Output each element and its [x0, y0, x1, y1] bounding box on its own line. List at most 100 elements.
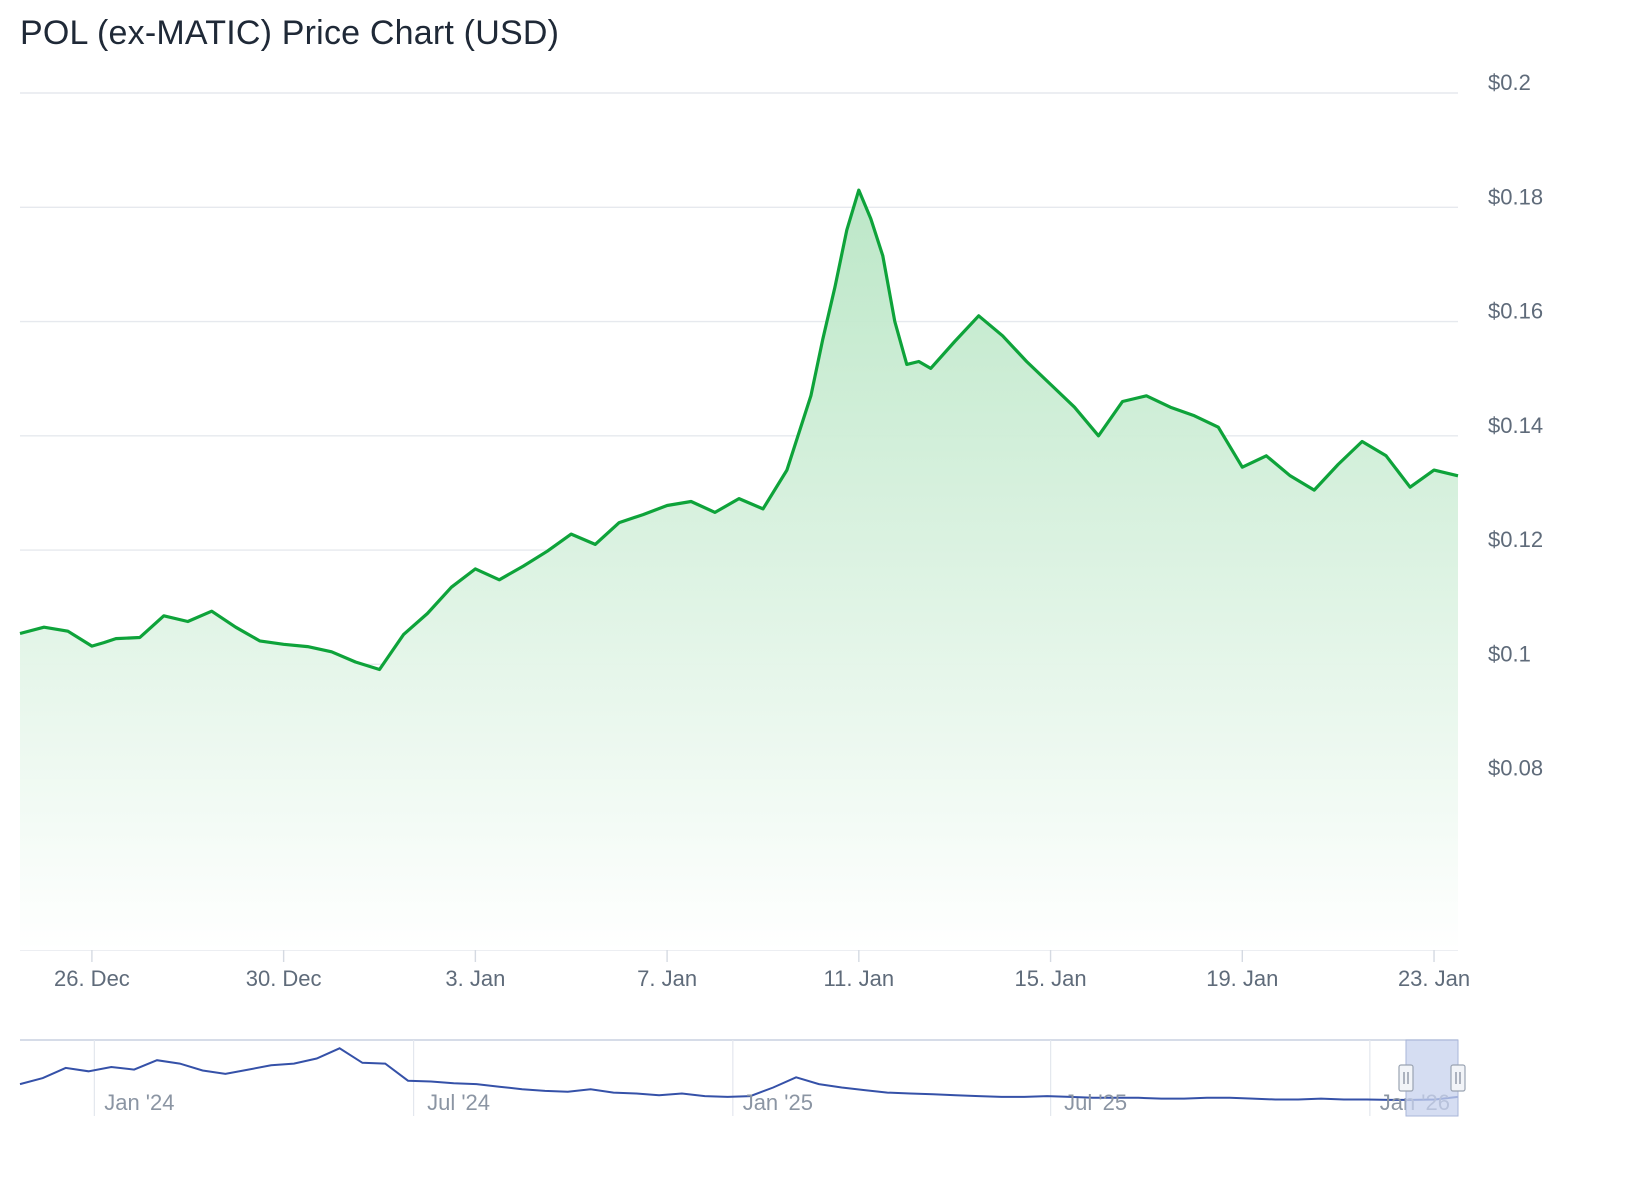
handle-grip[interactable]: [1450, 1064, 1466, 1092]
price-point: [857, 188, 861, 192]
x-tick-label: 11. Jan: [824, 966, 895, 991]
price-point: [1192, 414, 1196, 418]
navigator-tick-label: Jul '24: [427, 1090, 490, 1115]
price-point: [66, 629, 70, 633]
price-point: [186, 619, 190, 623]
price-point: [234, 625, 238, 629]
x-tick-label: 3. Jan: [445, 966, 505, 991]
price-point: [665, 504, 669, 508]
price-point: [1336, 462, 1340, 466]
navigator-tick-label: Jan '24: [104, 1090, 174, 1115]
price-line[interactable]: [19, 188, 1459, 672]
price-point: [881, 254, 885, 258]
handle-grip[interactable]: [1398, 1064, 1414, 1092]
y-tick-label: $0.14: [1488, 413, 1543, 438]
price-point: [378, 667, 382, 671]
price-point: [1168, 405, 1172, 409]
navigator-series-line: [19, 1047, 1459, 1101]
price-point: [1001, 334, 1005, 338]
main-price-chart: $0.08 $0.1 $0.12 $0.14 $0.16 $0.18 $0.2 26. De…: [18, 70, 1543, 991]
price-point: [569, 532, 573, 536]
navigator-right-handle[interactable]: [1450, 1064, 1466, 1092]
navigator-left-handle[interactable]: [1398, 1064, 1414, 1092]
price-point: [102, 641, 106, 645]
price-point: [330, 650, 334, 654]
price-point: [210, 609, 214, 613]
price-point: [1120, 400, 1124, 404]
x-tick-label: 19. Jan: [1206, 966, 1278, 991]
price-point: [1097, 434, 1101, 438]
x-tick-label: 30. Dec: [246, 966, 322, 991]
x-axis-ticks: 26. Dec 30. Dec 3. Jan 7. Jan 11. Jan 15. Jan…: [54, 950, 1470, 991]
price-point: [905, 362, 909, 366]
x-tick-label: 15. Jan: [1014, 966, 1086, 991]
price-point: [809, 394, 813, 398]
y-tick-label: $0.2: [1488, 70, 1531, 95]
y-tick-label: $0.18: [1488, 184, 1543, 209]
price-point: [785, 468, 789, 472]
price-point: [1240, 465, 1244, 469]
price-point: [689, 500, 693, 504]
price-point: [162, 614, 166, 618]
price-point: [545, 549, 549, 553]
price-point: [1216, 425, 1220, 429]
price-point: [1288, 474, 1292, 478]
price-area-fill: [20, 190, 1458, 951]
navigator-grid: [93, 1040, 1371, 1116]
price-point: [138, 635, 142, 639]
price-point: [845, 228, 849, 232]
price-point: [1264, 454, 1268, 458]
navigator-tick-label: Jan '25: [743, 1090, 813, 1115]
price-point: [354, 660, 358, 664]
price-point: [869, 217, 873, 221]
price-point: [401, 633, 405, 637]
price-point: [713, 510, 717, 514]
x-tick-label: 7. Jan: [637, 966, 697, 991]
price-point: [1384, 454, 1388, 458]
price-point: [306, 645, 310, 649]
y-tick-label: $0.16: [1488, 299, 1543, 324]
price-point: [425, 611, 429, 615]
x-tick-label: 26. Dec: [54, 966, 130, 991]
price-point: [114, 637, 118, 641]
price-point: [917, 360, 921, 364]
y-tick-label: $0.08: [1488, 756, 1543, 781]
price-point: [473, 567, 477, 571]
price-point: [1049, 382, 1053, 386]
price-point: [953, 340, 957, 344]
y-tick-label: $0.1: [1488, 641, 1531, 666]
navigator-axis-labels: Jan '24 Jul '24 Jan '25 Jul '25 Jan '26: [104, 1090, 1450, 1115]
price-point: [593, 542, 597, 546]
price-point: [737, 497, 741, 501]
price-point: [893, 320, 897, 324]
price-point: [1025, 360, 1029, 364]
x-tick-label: 23. Jan: [1398, 966, 1470, 991]
price-point: [1312, 488, 1316, 492]
price-point: [1360, 440, 1364, 444]
price-point: [449, 585, 453, 589]
price-point: [1073, 405, 1077, 409]
navigator-selected-range[interactable]: [1405, 1039, 1459, 1117]
y-tick-label: $0.12: [1488, 527, 1543, 552]
price-point: [521, 564, 525, 568]
price-point: [1456, 474, 1460, 478]
price-point: [833, 285, 837, 289]
price-point: [42, 625, 46, 629]
price-point: [497, 578, 501, 582]
price-point: [90, 644, 94, 648]
price-point: [641, 513, 645, 517]
price-point: [761, 507, 765, 511]
price-point: [1144, 394, 1148, 398]
price-point: [18, 631, 22, 635]
price-point: [282, 642, 286, 646]
price-point: [929, 366, 933, 370]
price-point: [617, 521, 621, 525]
price-point: [1408, 485, 1412, 489]
price-point: [977, 314, 981, 318]
price-point: [821, 337, 825, 341]
chart-title: POL (ex-MATIC) Price Chart (USD): [20, 14, 560, 52]
navigator-tick-label: Jan '26: [1380, 1090, 1450, 1115]
y-axis-ticks: $0.08 $0.1 $0.12 $0.14 $0.16 $0.18 $0.2: [1488, 70, 1543, 781]
price-point: [1432, 468, 1436, 472]
price-point: [258, 639, 262, 643]
